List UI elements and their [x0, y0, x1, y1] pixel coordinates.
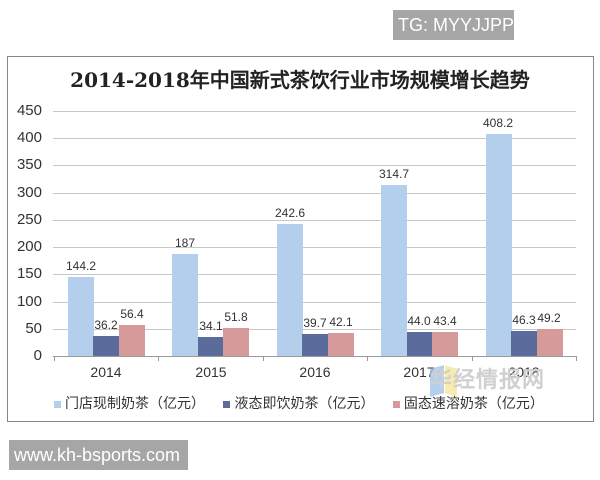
x-axis-tick: [367, 356, 368, 361]
bar-store: [486, 134, 512, 356]
y-tick-label: 150: [16, 265, 42, 282]
gridline: [53, 138, 576, 139]
x-axis: [53, 356, 576, 357]
gridline: [53, 329, 576, 330]
y-tick-label: 450: [16, 102, 42, 119]
bar-store: [68, 277, 94, 356]
bar-liquid: [511, 331, 537, 356]
bar-liquid: [198, 337, 224, 356]
y-tick-label: 350: [16, 156, 42, 173]
y-tick-label: 0: [33, 347, 42, 364]
bar-instant: [328, 333, 354, 356]
x-axis-tick: [576, 356, 577, 361]
legend-label: 固态速溶奶茶（亿元）: [403, 396, 544, 412]
data-label: 187: [174, 236, 196, 250]
bar-instant: [223, 328, 249, 356]
x-category-label: 2015: [195, 364, 227, 380]
x-category-label: 2018: [508, 364, 540, 380]
data-label: 39.7: [303, 316, 327, 330]
legend-swatch-liquid: [223, 400, 231, 408]
x-axis-tick: [54, 356, 55, 361]
legend-item-instant: 固态速溶奶茶（亿元）: [392, 393, 544, 413]
x-category-label: 2014: [90, 364, 122, 380]
gridline: [53, 193, 576, 194]
bar-instant: [432, 332, 458, 356]
legend-item-store: 门店现制奶茶（亿元）: [54, 393, 205, 413]
top-watermark-tag: TG: MYYJJPP: [393, 10, 514, 40]
legend-item-liquid: 液态即饮奶茶（亿元）: [223, 393, 374, 413]
x-category-label: 2016: [299, 364, 331, 380]
data-label: 43.4: [433, 314, 457, 328]
data-label: 44.0: [407, 314, 431, 328]
gridline: [53, 165, 576, 166]
x-axis-tick: [158, 356, 159, 361]
y-tick-label: 200: [16, 238, 42, 255]
bar-liquid: [407, 332, 433, 356]
bottom-watermark-tag: www.kh-bsports.com: [9, 440, 188, 470]
x-category-label: 2017: [403, 364, 435, 380]
gridline: [53, 274, 576, 275]
legend-label: 门店现制奶茶（亿元）: [65, 396, 205, 412]
data-label: 408.2: [482, 116, 514, 130]
data-label: 49.2: [537, 311, 561, 325]
bar-liquid: [302, 334, 328, 356]
data-label: 34.1: [199, 319, 223, 333]
chart-legend: 门店现制奶茶（亿元） 液态即饮奶茶（亿元） 固态速溶奶茶（亿元）: [54, 393, 558, 413]
site-watermark-text: 华经情报网: [430, 368, 546, 393]
bar-instant: [537, 329, 563, 356]
x-axis-tick: [263, 356, 264, 361]
data-label: 56.4: [120, 307, 144, 321]
bar-store: [172, 254, 198, 356]
bar-store: [381, 185, 407, 356]
data-label: 51.8: [224, 310, 248, 324]
data-label: 36.2: [94, 318, 118, 332]
bar-liquid: [93, 336, 119, 356]
data-label: 314.7: [378, 167, 410, 181]
y-tick-label: 300: [16, 184, 42, 201]
legend-swatch-store: [54, 400, 61, 408]
legend-swatch-instant: [392, 400, 400, 408]
legend-label: 液态即饮奶茶（亿元）: [234, 396, 375, 412]
gridline: [53, 247, 576, 248]
chart-title: 2014-2018年中国新式茶饮行业市场规模增长趋势: [70, 68, 530, 92]
bar-instant: [119, 325, 145, 356]
bar-store: [277, 224, 303, 356]
data-label: 46.3: [512, 313, 536, 327]
data-label: 42.1: [329, 315, 353, 329]
gridline: [53, 111, 576, 112]
x-axis-tick: [472, 356, 473, 361]
y-tick-label: 250: [16, 211, 42, 228]
y-tick-label: 400: [16, 129, 42, 146]
gridline: [53, 302, 576, 303]
data-label: 242.6: [274, 206, 306, 220]
gridline: [53, 220, 576, 221]
data-label: 144.2: [65, 259, 97, 273]
y-tick-label: 50: [25, 320, 42, 337]
y-tick-label: 100: [16, 293, 42, 310]
